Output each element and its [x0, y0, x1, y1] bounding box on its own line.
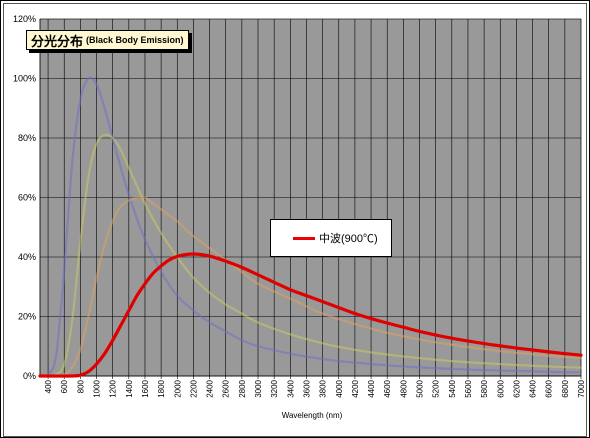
x-tick-label: 2200 — [189, 379, 198, 397]
x-tick-label: 4600 — [383, 379, 392, 397]
x-tick-label: 3400 — [286, 379, 295, 397]
legend-label: 中波(900℃) — [319, 233, 378, 245]
chart-title: 分光分布 (Black Body Emission) — [26, 30, 189, 50]
x-tick-label: 5200 — [432, 379, 441, 397]
x-tick-label: 3800 — [319, 379, 328, 397]
x-tick-label: 2800 — [238, 379, 247, 397]
y-tick-label: 80% — [18, 133, 36, 143]
spectral-distribution-chart: 0% 20% 40% 60% 80% 100% 120% 400 600 800 1000 1200… — [13, 14, 586, 420]
x-tick-label: 1600 — [141, 379, 150, 397]
x-tick-label: 4800 — [399, 379, 408, 397]
x-tick-label: 4400 — [367, 379, 376, 397]
x-tick-label: 3600 — [302, 379, 311, 397]
x-tick-label: 5000 — [416, 379, 425, 397]
x-tick-label: 3000 — [254, 379, 263, 397]
x-tick-label: 5400 — [448, 379, 457, 397]
x-tick-label: 6800 — [561, 379, 570, 397]
x-tick-label: 6000 — [496, 379, 505, 397]
chart-title-sub: (Black Body Emission) — [86, 35, 184, 45]
x-tick-label: 600 — [60, 379, 69, 393]
x-tick-label: 6600 — [545, 379, 554, 397]
x-tick-label: 5800 — [480, 379, 489, 397]
x-axis-ticks: 400 600 800 1000 1200 1400 1600 1800 2000 2200 240… — [44, 379, 586, 397]
x-tick-label: 7000 — [577, 379, 586, 397]
x-tick-label: 4000 — [335, 379, 344, 397]
x-tick-label: 400 — [44, 379, 53, 393]
series-layer — [38, 76, 583, 378]
x-tick-label: 2000 — [173, 379, 182, 397]
y-tick-label: 40% — [18, 252, 36, 262]
legend-swatch-red-line — [293, 236, 315, 240]
series-line-2 — [38, 133, 583, 378]
x-tick-label: 800 — [76, 379, 85, 393]
series-line-1 — [38, 76, 583, 378]
x-tick-label: 4200 — [351, 379, 360, 397]
x-axis-label: Wavelength (nm) — [282, 411, 343, 420]
x-tick-label: 2600 — [222, 379, 231, 397]
x-tick-label: 6400 — [529, 379, 538, 397]
x-tick-label: 1400 — [125, 379, 134, 397]
y-axis-ticks: 0% 20% 40% 60% 80% 100% 120% — [13, 14, 36, 381]
x-tick-label: 1800 — [157, 379, 166, 397]
x-tick-label: 6200 — [512, 379, 521, 397]
x-tick-label: 2400 — [206, 379, 215, 397]
y-tick-label: 100% — [13, 74, 36, 84]
x-tick-label: 1000 — [93, 379, 102, 397]
x-tick-label: 5600 — [464, 379, 473, 397]
chart-inner-frame: 0% 20% 40% 60% 80% 100% 120% 400 600 800 1000 1200… — [3, 3, 587, 437]
y-tick-label: 20% — [18, 312, 36, 322]
grid-lines — [39, 18, 582, 379]
y-tick-label: 120% — [13, 14, 36, 24]
y-tick-label: 0% — [23, 371, 36, 381]
y-tick-label: 60% — [18, 193, 36, 203]
series-line-mid-wave-900c — [38, 252, 583, 378]
x-tick-label: 1200 — [109, 379, 118, 397]
x-tick-label: 3200 — [270, 379, 279, 397]
series-line-3 — [38, 195, 583, 378]
chart-title-main: 分光分布 — [31, 33, 84, 49]
legend: 中波(900℃) — [270, 219, 392, 257]
